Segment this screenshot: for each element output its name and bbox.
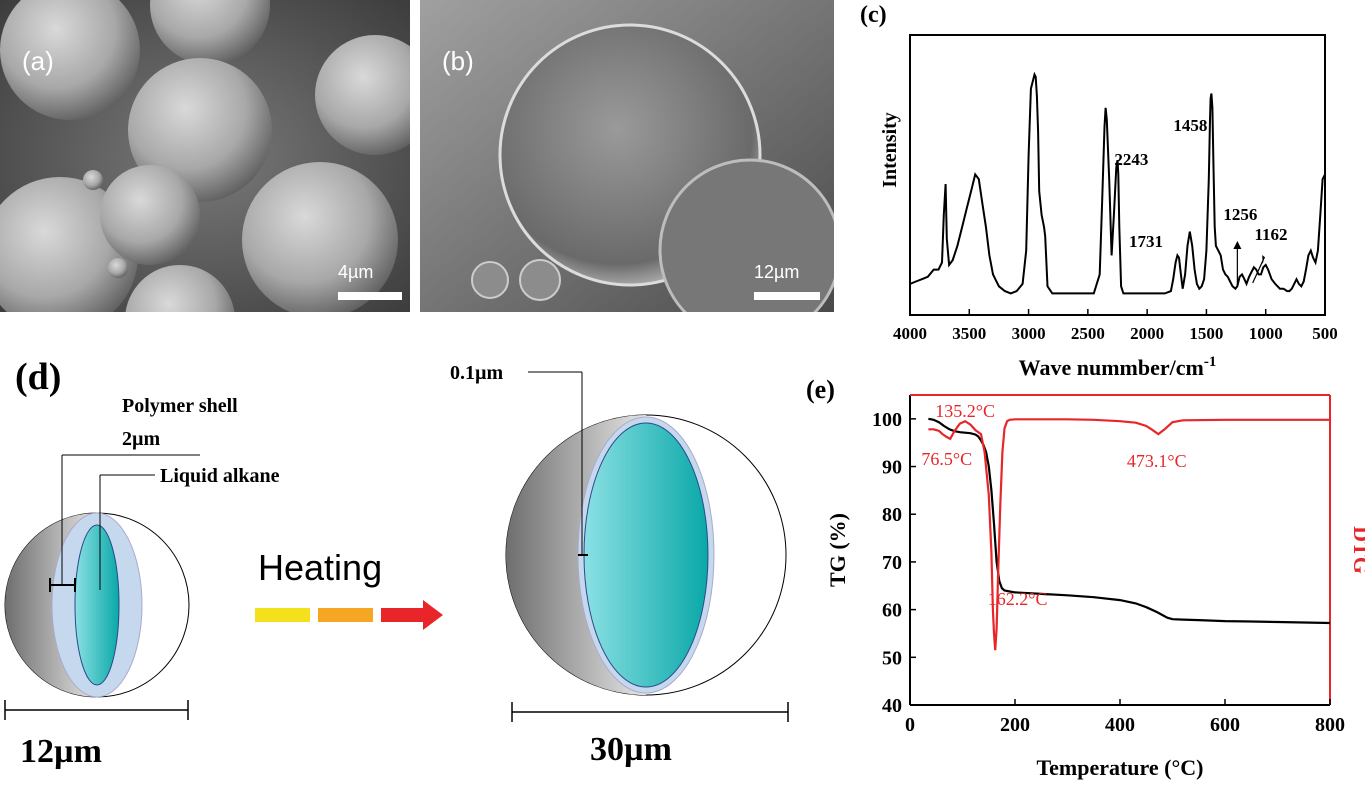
ftir-peak-label: 1458 xyxy=(1173,116,1207,135)
ftir-tick-label: 500 xyxy=(1312,324,1338,343)
ftir-peak-label: 1731 xyxy=(1129,232,1163,251)
ftir-tick-label: 4000 xyxy=(893,324,927,343)
tg-y-axis-label: TG (%) xyxy=(825,513,850,587)
tg-xtick-label: 200 xyxy=(1000,714,1030,736)
ftir-peak-label: 2243 xyxy=(1114,150,1148,169)
tg-ytick-label: 60 xyxy=(882,600,902,622)
tg-ytick-label: 50 xyxy=(882,647,902,669)
sem-image-b: (b) 12µm xyxy=(420,0,834,312)
sem-hollow-sphere-b xyxy=(420,0,834,312)
tg-ytick-label: 100 xyxy=(872,409,902,431)
tg-xtick-label: 0 xyxy=(905,714,915,736)
large-size-label: 30µm xyxy=(590,731,672,768)
shell-label: Polymer shell xyxy=(122,395,238,417)
sem-image-a: (a) 4µm xyxy=(0,0,410,312)
peak-arrowhead-1256 xyxy=(1233,241,1242,249)
scale-text-a: 4µm xyxy=(338,262,374,282)
scale-text-b: 12µm xyxy=(754,262,800,282)
ftir-y-axis-label: Intensity xyxy=(879,112,901,188)
peak-arrow-1162 xyxy=(1252,256,1266,284)
arrow-head xyxy=(423,600,443,630)
tg-xtick-label: 600 xyxy=(1210,714,1240,736)
arrow-segment-3 xyxy=(381,608,423,622)
tg-ytick-label: 80 xyxy=(882,504,902,526)
small-capsule xyxy=(4,512,190,698)
tg-peak-label: 135.2°C xyxy=(935,401,995,421)
small-size-label: 12µm xyxy=(20,733,102,770)
ftir-tick-label: 1000 xyxy=(1249,324,1283,343)
expansion-schematic: Polymer shell 2µm Liquid alkane 12µm Hea… xyxy=(4,362,789,770)
ftir-peak-label: 1162 xyxy=(1255,225,1288,244)
ftir-tick-label: 3000 xyxy=(1012,324,1046,343)
tg-ytick-label: 40 xyxy=(882,695,902,717)
arrow-segment-1 xyxy=(255,608,310,622)
ftir-tick-label: 1500 xyxy=(1189,324,1223,343)
peak-arrowhead-1162 xyxy=(1262,255,1265,264)
tg-right-axis-label: DTG xyxy=(1349,526,1365,574)
tg-series-dtg xyxy=(928,418,1330,651)
tg-x-axis-label: Temperature (°C) xyxy=(1036,755,1203,780)
ftir-tick-label: 2500 xyxy=(1071,324,1105,343)
ftir-chart: 4000 3500 3000 2500 2000 1500 1000 500 Wave numm… xyxy=(879,34,1338,380)
arrow-segment-2 xyxy=(318,608,373,622)
panel-label-a: (a) xyxy=(22,46,54,76)
tg-ytick-label: 70 xyxy=(882,552,902,574)
tg-peak-label: 76.5°C xyxy=(921,449,972,469)
panel-label-b: (b) xyxy=(442,46,474,76)
ftir-x-axis-label: Wave nummber/cm-1 xyxy=(1019,354,1217,380)
shell-thickness-label: 2µm xyxy=(122,428,161,450)
sem-particles-a xyxy=(0,0,410,312)
ftir-tick-label: 2000 xyxy=(1130,324,1164,343)
panel-label-c: (c) xyxy=(860,2,887,28)
tg-peak-label: 473.1°C xyxy=(1127,451,1187,471)
ftir-tick-label: 3500 xyxy=(952,324,986,343)
tg-series-tg xyxy=(928,417,1331,625)
panel-label-e: (e) xyxy=(806,375,835,404)
tg-chart: 40 50 60 70 80 90 100 0 200 400 600 800 Temperature … xyxy=(825,394,1365,780)
panel-label-d: (d) xyxy=(15,356,62,398)
tg-xtick-label: 800 xyxy=(1315,714,1345,736)
expanded-shell-label: 0.1µm xyxy=(450,362,504,384)
tg-ytick-label: 90 xyxy=(882,457,902,479)
heating-label: Heating xyxy=(258,547,382,588)
large-capsule xyxy=(505,414,787,696)
tg-xtick-label: 400 xyxy=(1105,714,1135,736)
core-label: Liquid alkane xyxy=(160,465,280,487)
tg-peak-label: 162.2°C xyxy=(988,589,1048,609)
scale-bar-a xyxy=(338,292,402,300)
ftir-peak-label: 1256 xyxy=(1223,205,1257,224)
scale-bar-b xyxy=(754,292,820,300)
ftir-series-line xyxy=(909,71,1326,295)
